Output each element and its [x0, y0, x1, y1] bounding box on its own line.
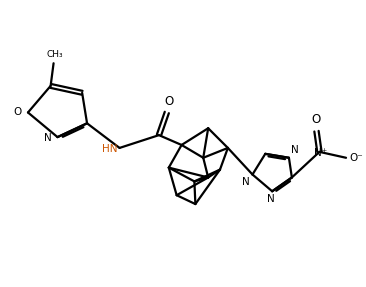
Text: N: N [267, 194, 275, 204]
Text: O: O [14, 108, 22, 117]
Text: O: O [164, 94, 173, 108]
Text: CH₃: CH₃ [46, 50, 63, 59]
Text: N: N [242, 177, 250, 187]
Text: N: N [291, 145, 299, 155]
Text: N⁺: N⁺ [314, 148, 327, 158]
Text: HN: HN [102, 144, 117, 154]
Text: O: O [312, 113, 321, 126]
Text: O⁻: O⁻ [349, 153, 363, 163]
Text: N: N [44, 133, 52, 143]
